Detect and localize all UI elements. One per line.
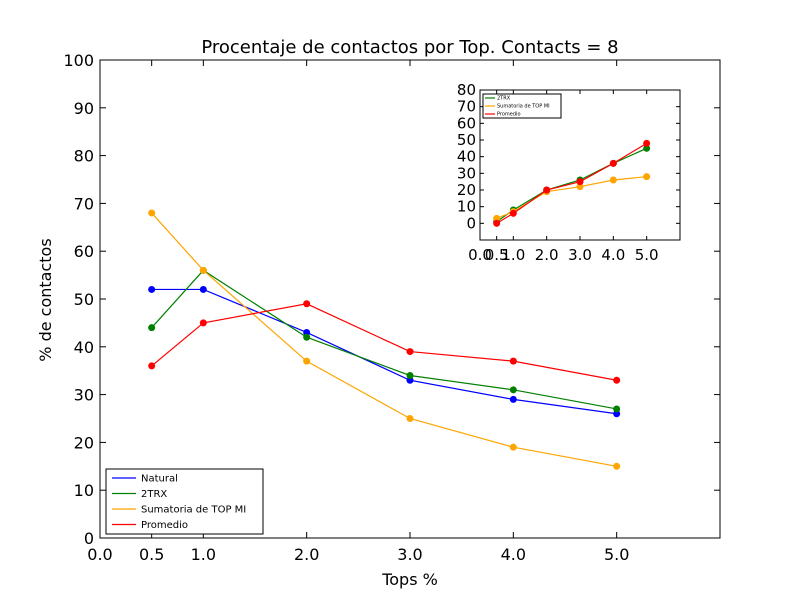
inset-legend-label-promedio: Promedio (497, 112, 521, 118)
inset-x-tick-label: 4.0 (601, 246, 625, 264)
inset-x-tick-label: 0.5 (485, 246, 509, 264)
y-tick-label: 20 (74, 433, 94, 452)
y-tick-label: 80 (74, 147, 94, 166)
x-tick-label: 1.0 (191, 545, 216, 564)
y-tick-label: 0 (84, 529, 94, 548)
inset-data-point-sumatoria-de-top-mi (493, 214, 501, 222)
y-tick-label: 50 (74, 290, 94, 309)
legend-label-natural: Natural (141, 474, 178, 485)
plot-frame (99, 59, 721, 539)
x-tick-label: 4.0 (501, 545, 526, 564)
data-point-sumatoria-de-top-mi (406, 415, 414, 422)
y-tick-label: 10 (74, 481, 94, 500)
inset-legend: 2TRX Sumatoria de TOP MI Promedio (482, 93, 562, 119)
y-tick-label: 30 (74, 386, 94, 405)
inset-data-point-promedio (493, 219, 501, 227)
x-tick-label: 3.0 (397, 545, 422, 564)
data-point-promedio (509, 357, 517, 365)
data-point-2trx (406, 371, 414, 379)
inset-data-point-sumatoria-de-top-mi (576, 183, 584, 191)
inset-data-point-promedio (509, 209, 517, 217)
inset-y-tick-label: 60 (457, 114, 476, 132)
data-point-promedio (406, 348, 414, 356)
inset-x-tick-label: 3.0 (568, 246, 592, 264)
data-point-promedio (303, 300, 311, 308)
inset-data-point-sumatoria-de-top-mi (643, 173, 651, 181)
x-axis-label: Tops % (381, 570, 438, 589)
inset-data-point-promedio (643, 139, 651, 147)
inset-y-tick-label: 70 (457, 98, 476, 116)
inset-data-point-2trx (643, 144, 651, 152)
inset-data-point-promedio (576, 178, 584, 186)
y-axis-label: % de contactos (36, 238, 55, 361)
inset-x-tick-label: 0.0 (468, 246, 492, 264)
series-line-2trx (151, 269, 617, 410)
main-legend: Natural 2TRX Sumatoria de TOP MI Promedio (105, 468, 264, 535)
data-point-promedio (613, 376, 621, 384)
main-plot-area: 0.0 0.5 1.0 2.0 3.0 4.0 5.00102030405060708090… (63, 51, 721, 564)
inset-y-tick-label: 30 (457, 164, 476, 182)
y-tick-label: 100 (63, 51, 94, 70)
data-point-2trx (148, 324, 156, 332)
y-tick-label: 70 (74, 194, 94, 213)
inset-x-tick-label: 5.0 (635, 246, 659, 264)
inset-legend-label-sumatoria-de-top-mi: Sumatoria de TOP MI (497, 104, 550, 110)
series-line-sumatoria-de-top-mi (151, 212, 617, 467)
x-tick-label: 2.0 (294, 545, 319, 564)
inset-series-line-2trx (496, 147, 647, 223)
inset-y-tick-label: 10 (457, 198, 476, 216)
data-point-sumatoria-de-top-mi (509, 443, 517, 451)
series-line-promedio (151, 303, 617, 381)
inset-x-tick-label: 2.0 (535, 246, 559, 264)
data-point-natural (509, 395, 517, 403)
y-tick-label: 60 (74, 242, 94, 261)
inset-legend-box (482, 93, 562, 119)
inset-y-tick-label: 20 (457, 181, 476, 199)
inset-y-tick-label: 50 (457, 131, 476, 149)
inset-y-tick-label: 40 (457, 148, 476, 166)
x-tick-label: 0.0 (87, 545, 112, 564)
series-line-natural (151, 288, 617, 415)
inset-data-point-sumatoria-de-top-mi (609, 176, 617, 184)
inset-x-tick-label: 1.0 (501, 246, 525, 264)
legend-label-sumatoria-de-top-mi: Sumatoria de TOP MI (141, 505, 246, 516)
x-tick-label: 5.0 (604, 545, 629, 564)
chart-title: Procentaje de contactos por Top. Contact… (201, 37, 618, 58)
data-point-2trx (509, 386, 517, 394)
inset-y-tick-label: 0 (466, 214, 476, 232)
data-point-promedio (199, 319, 207, 327)
data-point-2trx (303, 333, 311, 341)
inset-series-line-promedio (496, 142, 647, 224)
data-point-natural (199, 285, 207, 293)
data-point-sumatoria-de-top-mi (199, 266, 207, 274)
data-point-natural (148, 285, 156, 293)
y-tick-label: 40 (74, 338, 94, 357)
data-point-sumatoria-de-top-mi (613, 462, 621, 470)
inset-data-point-promedio (543, 186, 551, 194)
inset-legend-label-2trx: 2TRX (497, 96, 511, 102)
data-point-sumatoria-de-top-mi (148, 209, 156, 217)
inset-y-tick-label: 80 (457, 81, 476, 99)
data-point-sumatoria-de-top-mi (303, 357, 311, 365)
x-tick-label: 0.5 (139, 545, 164, 564)
data-point-2trx (613, 405, 621, 413)
legend-label-2trx: 2TRX (141, 489, 167, 500)
legend-label-promedio: Promedio (141, 520, 188, 531)
legend-box (105, 468, 264, 535)
data-point-promedio (148, 362, 156, 370)
y-tick-label: 90 (74, 99, 94, 118)
inset-data-point-promedio (609, 159, 617, 167)
